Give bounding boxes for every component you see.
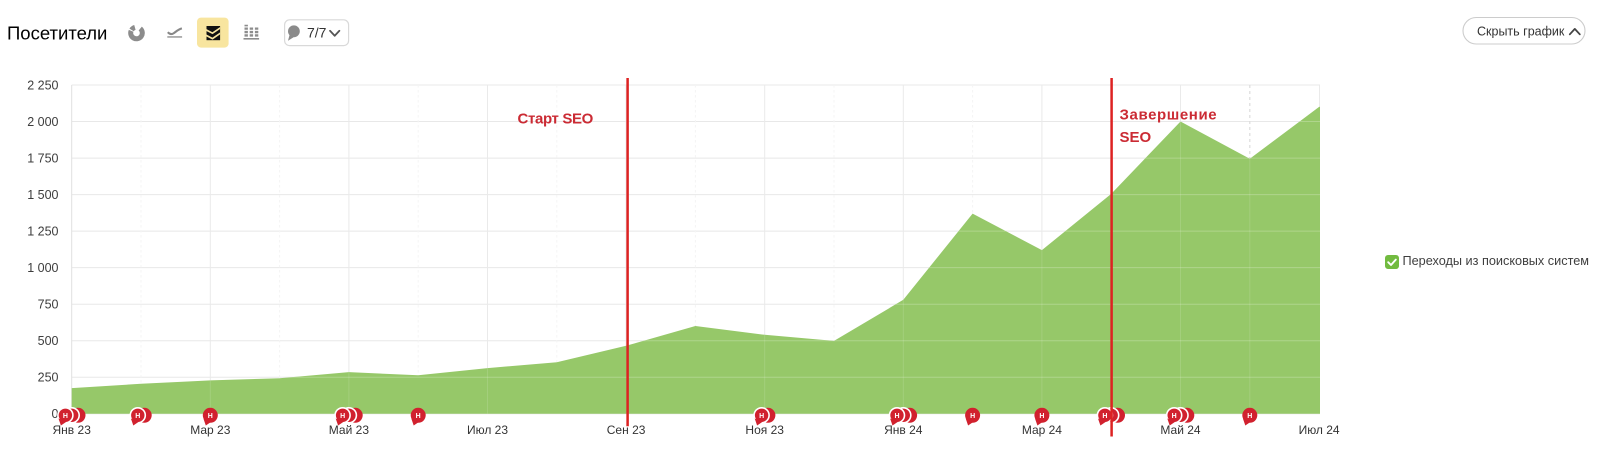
svg-text:Май 23: Май 23 xyxy=(329,423,370,437)
svg-text:Н: Н xyxy=(1102,413,1107,420)
svg-text:2 000: 2 000 xyxy=(27,115,58,129)
svg-text:SEO: SEO xyxy=(1120,129,1152,146)
svg-text:Завершение: Завершение xyxy=(1120,107,1218,124)
svg-text:Н: Н xyxy=(970,413,975,420)
svg-text:Н: Н xyxy=(759,413,764,420)
svg-text:Н: Н xyxy=(208,413,213,420)
svg-text:2 250: 2 250 xyxy=(27,79,58,93)
svg-text:Июл 23: Июл 23 xyxy=(467,423,508,437)
svg-text:Н: Н xyxy=(1247,413,1252,420)
svg-text:Н: Н xyxy=(1039,413,1044,420)
svg-text:1 750: 1 750 xyxy=(27,152,58,166)
svg-text:Н: Н xyxy=(135,413,140,420)
svg-text:Мар 24: Мар 24 xyxy=(1022,423,1062,437)
svg-text:Н: Н xyxy=(1172,413,1177,420)
svg-text:Сен 23: Сен 23 xyxy=(607,423,646,437)
svg-text:Старт SEO: Старт SEO xyxy=(517,111,593,128)
svg-text:1 000: 1 000 xyxy=(27,261,58,275)
svg-text:7/7: 7/7 xyxy=(307,24,327,40)
svg-text:1 250: 1 250 xyxy=(27,225,58,239)
svg-text:Июл 24: Июл 24 xyxy=(1299,423,1340,437)
svg-text:750: 750 xyxy=(38,298,59,312)
svg-text:Скрыть график: Скрыть график xyxy=(1477,24,1565,38)
svg-text:500: 500 xyxy=(38,334,59,348)
svg-text:1 500: 1 500 xyxy=(27,188,58,202)
svg-text:Н: Н xyxy=(63,413,68,420)
svg-text:Май 24: Май 24 xyxy=(1160,423,1201,437)
svg-text:Н: Н xyxy=(416,413,421,420)
svg-text:Янв 24: Янв 24 xyxy=(884,423,923,437)
svg-text:0: 0 xyxy=(52,407,59,421)
svg-text:Н: Н xyxy=(340,413,345,420)
svg-text:Посетители: Посетители xyxy=(7,23,107,44)
svg-text:Н: Н xyxy=(894,413,899,420)
svg-text:Мар 23: Мар 23 xyxy=(190,423,230,437)
svg-text:Ноя 23: Ноя 23 xyxy=(745,423,784,437)
svg-text:250: 250 xyxy=(38,371,59,385)
svg-text:Янв 23: Янв 23 xyxy=(53,423,92,437)
